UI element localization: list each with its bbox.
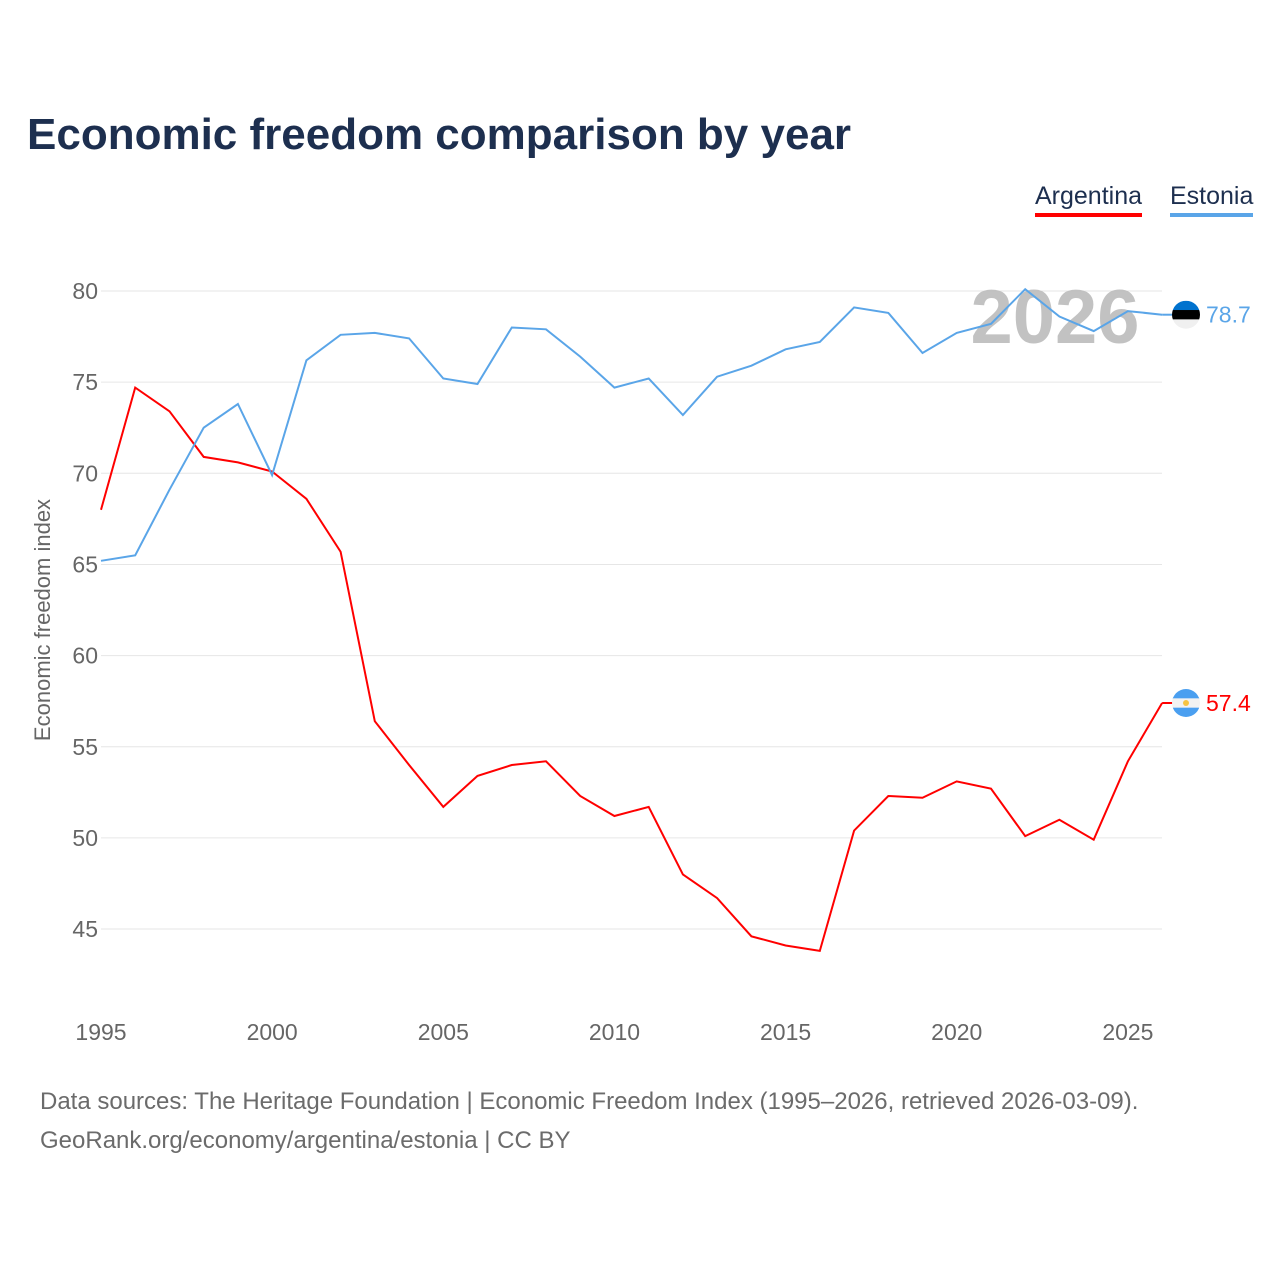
chart-title: Economic freedom comparison by year [27,110,852,159]
x-tick-label: 2020 [931,1019,982,1045]
x-tick-label: 2015 [760,1019,811,1045]
series-line-estonia [100,287,1163,562]
y-tick-label: 80 [72,278,98,304]
legend-estonia[interactable]: Estonia [1170,182,1254,217]
y-tick-label: 50 [72,825,98,851]
end-value-label-estonia: 78.7 [1206,302,1251,328]
series-line-argentina [100,385,1163,953]
x-tick-label: 1995 [75,1019,126,1045]
y-tick-label: 65 [72,551,98,577]
y-tick-label: 60 [72,643,98,669]
y-tick-label: 70 [72,460,98,486]
x-tick-label: 2010 [589,1019,640,1045]
y-tick-label: 55 [72,734,98,760]
y-tick-label: 75 [72,369,98,395]
x-tick-label: 2000 [247,1019,298,1045]
y-axis-label: Economic freedom index [30,499,55,741]
estonia-flag-icon [1172,300,1200,329]
y-tick-label: 45 [72,916,98,942]
legend-argentina[interactable]: Argentina [1035,182,1143,217]
x-tick-label: 2025 [1102,1019,1153,1045]
end-value-label-argentina: 57.4 [1206,690,1251,716]
x-tick-label: 2005 [418,1019,469,1045]
source-line-1: Data sources: The Heritage Foundation | … [40,1088,1139,1115]
year-watermark: 2026 [970,275,1139,360]
source-line-2[interactable]: GeoRank.org/economy/argentina/estonia | … [40,1127,571,1154]
argentina-flag-icon [1172,688,1200,717]
